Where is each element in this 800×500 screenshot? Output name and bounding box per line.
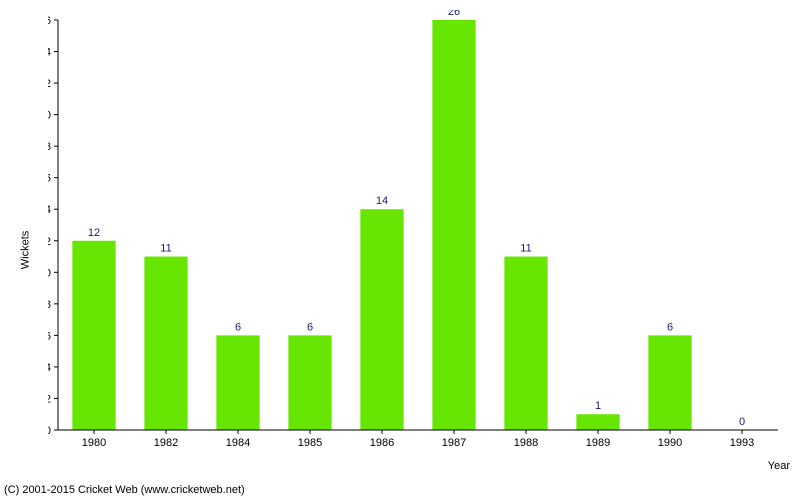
svg-text:20: 20 xyxy=(48,110,51,122)
svg-text:24: 24 xyxy=(48,47,51,59)
svg-text:0: 0 xyxy=(48,425,51,437)
svg-text:1985: 1985 xyxy=(298,437,322,449)
svg-text:22: 22 xyxy=(48,78,51,90)
bar-value-label: 6 xyxy=(307,321,313,333)
svg-text:8: 8 xyxy=(48,299,51,311)
copyright-text: (C) 2001-2015 Cricket Web (www.cricketwe… xyxy=(4,484,245,496)
svg-text:26: 26 xyxy=(48,15,51,27)
bar-value-label: 26 xyxy=(448,10,460,18)
y-axis-title: Wickets xyxy=(19,231,31,270)
bar-value-label: 14 xyxy=(376,195,388,207)
bar xyxy=(432,20,475,430)
svg-text:1982: 1982 xyxy=(154,437,178,449)
svg-text:1987: 1987 xyxy=(442,437,466,449)
bar xyxy=(576,414,619,430)
bar-value-label: 12 xyxy=(88,227,100,239)
bar-value-label: 1 xyxy=(595,400,601,412)
x-axis-title: Year xyxy=(768,460,790,472)
svg-text:2: 2 xyxy=(48,393,51,405)
bar xyxy=(288,335,331,430)
svg-text:1993: 1993 xyxy=(730,437,754,449)
bars-group xyxy=(72,20,691,430)
bar-value-label: 11 xyxy=(160,243,171,255)
svg-text:1986: 1986 xyxy=(370,437,394,449)
bar xyxy=(504,257,547,430)
svg-text:1990: 1990 xyxy=(658,437,682,449)
y-axis: 02468101214161820222426 xyxy=(48,15,58,437)
bar-chart: 02468101214161820222426 1980198219841985… xyxy=(48,10,788,460)
svg-text:1988: 1988 xyxy=(514,437,538,449)
bar xyxy=(144,257,187,430)
svg-text:1980: 1980 xyxy=(82,437,106,449)
bar-value-label: 6 xyxy=(667,321,673,333)
svg-text:4: 4 xyxy=(48,362,51,374)
bar xyxy=(360,209,403,430)
x-axis: 1980 1982 1984 1985 1986 1987 1988 1989 1990 1993 xyxy=(82,430,754,449)
bar-value-label: 6 xyxy=(235,321,241,333)
svg-text:18: 18 xyxy=(48,141,51,153)
svg-text:1984: 1984 xyxy=(226,437,250,449)
chart-container: 02468101214161820222426 1980198219841985… xyxy=(48,10,788,460)
svg-text:1989: 1989 xyxy=(586,437,610,449)
bar xyxy=(216,335,259,430)
svg-text:12: 12 xyxy=(48,236,51,248)
svg-text:6: 6 xyxy=(48,330,51,342)
bar-value-label: 0 xyxy=(739,416,745,428)
bar xyxy=(72,241,115,430)
svg-text:14: 14 xyxy=(48,204,51,216)
bar-value-label: 11 xyxy=(520,243,531,255)
svg-text:16: 16 xyxy=(48,173,51,185)
svg-text:10: 10 xyxy=(48,267,51,279)
bar xyxy=(648,335,691,430)
